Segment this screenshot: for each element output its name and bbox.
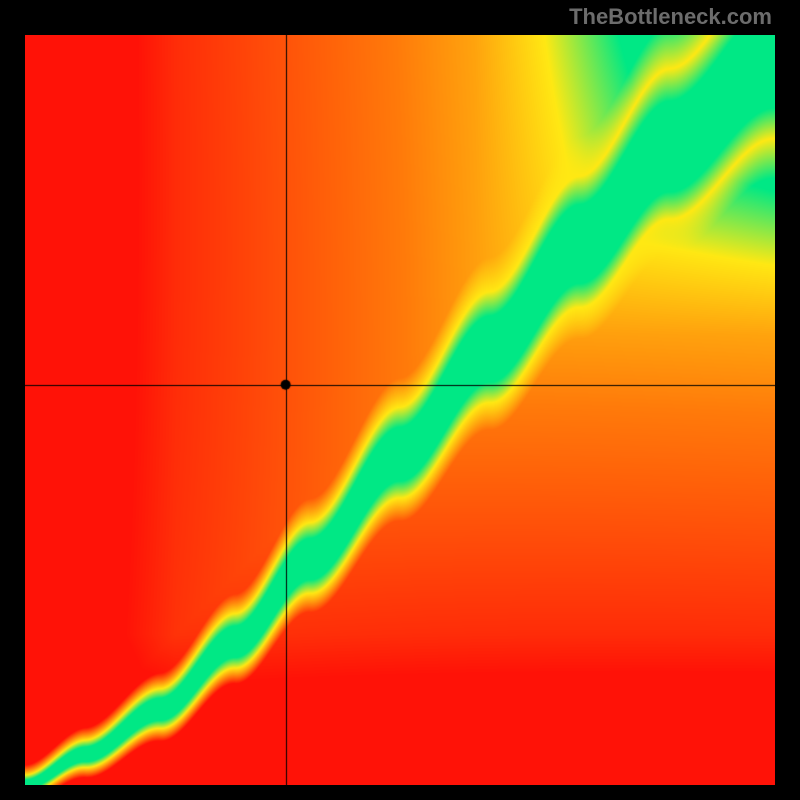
chart-container: TheBottleneck.com xyxy=(0,0,800,800)
watermark-text: TheBottleneck.com xyxy=(569,4,772,30)
plot-area xyxy=(25,35,775,785)
heatmap-canvas xyxy=(25,35,775,785)
